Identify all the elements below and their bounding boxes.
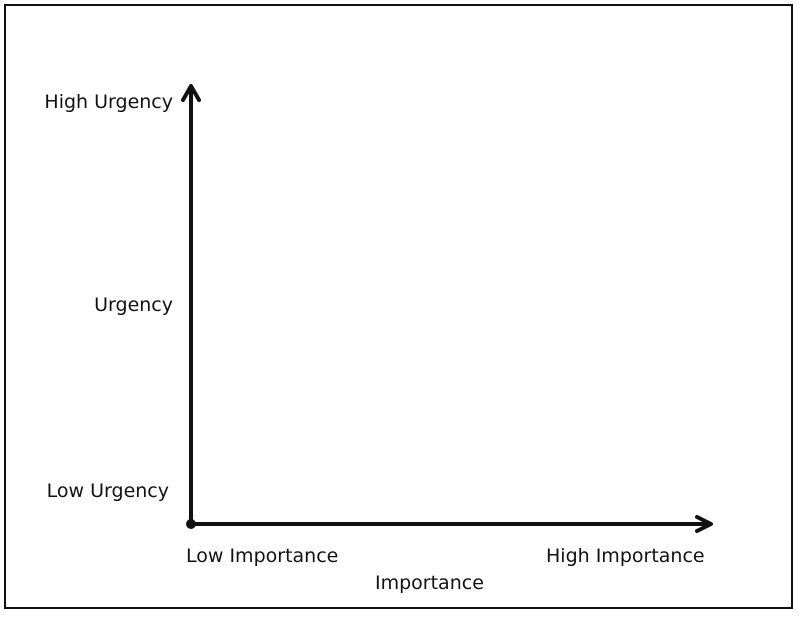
x-axis-arrowhead xyxy=(695,515,713,533)
y-axis-title: Urgency xyxy=(94,294,173,316)
y-axis-low-label: Low Urgency xyxy=(46,480,169,502)
x-axis-low-label: Low Importance xyxy=(186,545,339,567)
x-axis-title: Importance xyxy=(375,572,484,594)
y-axis-high-label: High Urgency xyxy=(44,91,173,113)
origin-point xyxy=(186,519,196,529)
diagram-frame xyxy=(4,4,793,609)
y-axis-arrowhead xyxy=(181,84,201,102)
x-axis-high-label: High Importance xyxy=(546,545,705,567)
